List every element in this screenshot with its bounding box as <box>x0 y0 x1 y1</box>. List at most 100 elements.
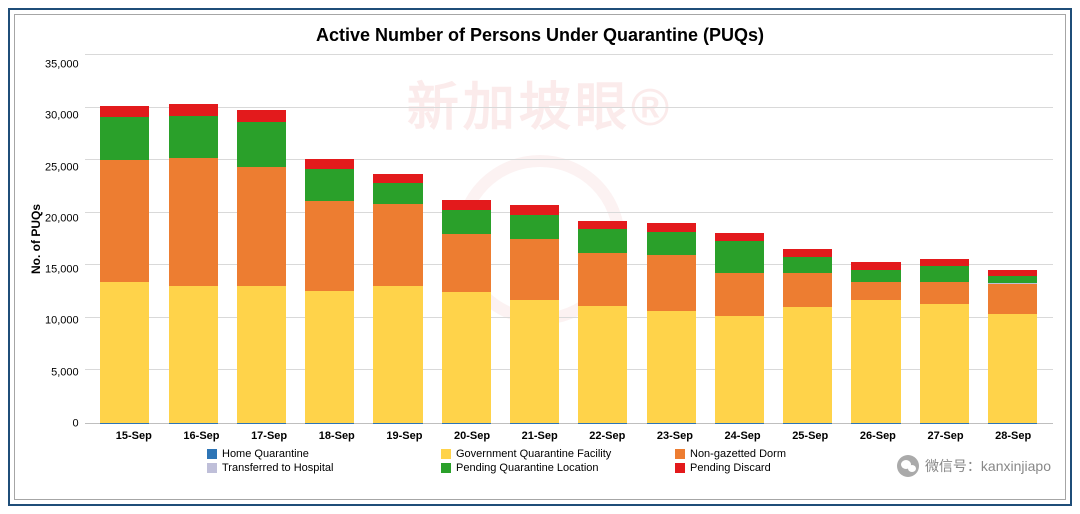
legend-label: Government Quarantine Facility <box>456 448 611 460</box>
legend: Home Quarantine Government Quarantine Fac… <box>27 442 1053 474</box>
y-tick: 20,000 <box>45 213 79 224</box>
legend-label: Home Quarantine <box>222 448 309 460</box>
x-tick: 24-Sep <box>709 430 777 442</box>
bar-segment-dorm <box>578 253 627 306</box>
bar-segment-dorm <box>920 282 969 303</box>
bar-segment-pending <box>373 183 422 204</box>
y-axis: 35,00030,00025,00020,00015,00010,0005,00… <box>45 54 85 424</box>
y-tick: 5,000 <box>51 367 79 378</box>
bar-segment-dorm <box>100 160 149 282</box>
bar-segment-gqf <box>783 307 832 423</box>
bar-segment-discard <box>237 110 286 122</box>
bar-segment-discard <box>920 259 969 266</box>
bar-segment-discard <box>647 223 696 231</box>
chart-container: 新加坡眼® Active Number of Persons Under Qua… <box>14 14 1066 500</box>
bar-segment-gqf <box>442 292 491 423</box>
bar-segment-dorm <box>169 158 218 286</box>
bar-segment-dorm <box>510 239 559 300</box>
bar <box>169 54 218 423</box>
bar-segment-gqf <box>510 300 559 422</box>
bars-row <box>85 54 1053 423</box>
bar-segment-pending <box>169 116 218 158</box>
bar <box>783 54 832 423</box>
bar-segment-discard <box>373 174 422 183</box>
bar-segment-discard <box>305 159 354 170</box>
bar-segment-discard <box>100 106 149 117</box>
bar-segment-gqf <box>305 291 354 423</box>
x-tick: 18-Sep <box>303 430 371 442</box>
bar-segment-dorm <box>715 273 764 316</box>
x-tick: 19-Sep <box>371 430 439 442</box>
legend-swatch <box>441 463 451 473</box>
bar-segment-pending <box>510 215 559 239</box>
legend-label: Non-gazetted Dorm <box>690 448 786 460</box>
bar-segment-pending <box>578 229 627 252</box>
x-tick: 25-Sep <box>776 430 844 442</box>
legend-label: Transferred to Hospital <box>222 462 333 474</box>
bar <box>920 54 969 423</box>
bar-segment-discard <box>851 262 900 269</box>
y-tick: 25,000 <box>45 162 79 173</box>
legend-swatch <box>207 449 217 459</box>
bar <box>237 54 286 423</box>
bar-segment-gqf <box>988 314 1037 423</box>
y-axis-label: No. of PUQs <box>27 54 45 424</box>
bar-segment-discard <box>169 104 218 116</box>
bar <box>510 54 559 423</box>
bar-segment-dorm <box>442 234 491 292</box>
bar <box>100 54 149 423</box>
chart-body: No. of PUQs 35,00030,00025,00020,00015,0… <box>27 54 1053 424</box>
y-tick: 35,000 <box>45 60 79 71</box>
bar-segment-gqf <box>169 286 218 423</box>
legend-item-gqf: Government Quarantine Facility <box>441 448 651 460</box>
x-tick: 20-Sep <box>438 430 506 442</box>
bar-segment-pending <box>647 232 696 255</box>
bar-segment-dorm <box>988 284 1037 315</box>
bar-segment-gqf <box>851 300 900 422</box>
bar <box>851 54 900 423</box>
bar-segment-pending <box>100 117 149 160</box>
legend-item-pending: Pending Quarantine Location <box>441 462 651 474</box>
bar-segment-pending <box>237 122 286 167</box>
bar-segment-discard <box>442 200 491 211</box>
x-tick: 16-Sep <box>168 430 236 442</box>
bar-segment-pending <box>715 241 764 273</box>
bar-segment-dorm <box>237 167 286 285</box>
bar-segment-pending <box>988 276 1037 283</box>
legend-swatch <box>207 463 217 473</box>
x-tick: 21-Sep <box>506 430 574 442</box>
bar-segment-pending <box>783 257 832 273</box>
plot-area <box>85 54 1053 424</box>
legend-item-hospital: Transferred to Hospital <box>207 462 417 474</box>
y-tick: 0 <box>73 418 79 429</box>
bar-segment-discard <box>715 233 764 241</box>
bar-segment-pending <box>442 210 491 233</box>
legend-label: Pending Quarantine Location <box>456 462 599 474</box>
legend-swatch <box>441 449 451 459</box>
y-tick: 30,000 <box>45 111 79 122</box>
bar-segment-pending <box>920 266 969 282</box>
chart-title: Active Number of Persons Under Quarantin… <box>27 25 1053 46</box>
legend-label: Pending Discard <box>690 462 771 474</box>
bar-segment-gqf <box>715 316 764 422</box>
x-tick: 28-Sep <box>979 430 1047 442</box>
bar-segment-gqf <box>920 304 969 423</box>
bar <box>578 54 627 423</box>
x-tick: 26-Sep <box>844 430 912 442</box>
bar-segment-gqf <box>237 286 286 423</box>
bar-segment-gqf <box>373 286 422 423</box>
x-tick: 17-Sep <box>235 430 303 442</box>
x-tick: 23-Sep <box>641 430 709 442</box>
bar-segment-pending <box>851 270 900 283</box>
x-axis: 15-Sep16-Sep17-Sep18-Sep19-Sep20-Sep21-S… <box>27 424 1053 442</box>
x-tick: 27-Sep <box>912 430 980 442</box>
bar-segment-discard <box>510 205 559 214</box>
legend-item-home: Home Quarantine <box>207 448 417 460</box>
legend-item-dorm: Non-gazetted Dorm <box>675 448 885 460</box>
legend-swatch <box>675 449 685 459</box>
bar-segment-gqf <box>578 306 627 423</box>
outer-frame: 新加坡眼® Active Number of Persons Under Qua… <box>8 8 1072 506</box>
bar-segment-dorm <box>305 201 354 291</box>
bar-segment-dorm <box>373 204 422 285</box>
bar <box>647 54 696 423</box>
